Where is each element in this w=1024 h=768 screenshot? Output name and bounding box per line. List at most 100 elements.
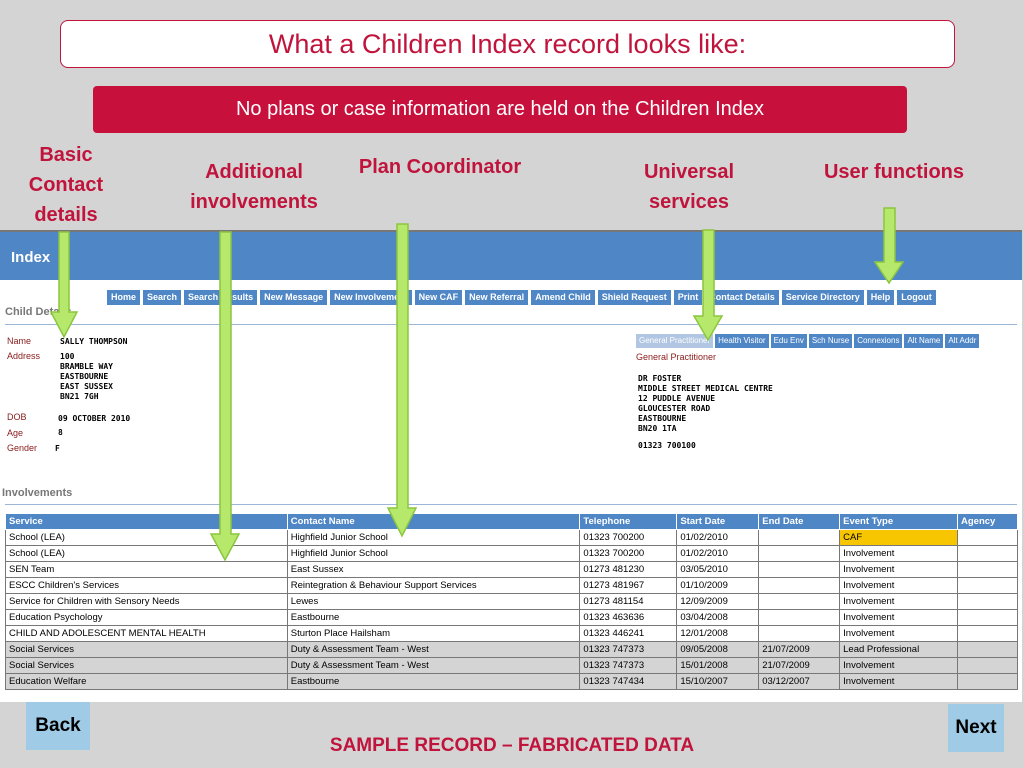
table-cell-contact: Eastbourne [286, 609, 581, 626]
divider [5, 324, 1017, 325]
table-cell-service: Social Services [5, 641, 288, 658]
table-cell-contact: Eastbourne [286, 673, 581, 690]
table-row[interactable]: Education Welfare Eastbourne 01323 747434 1… [5, 673, 1018, 690]
dob-value: 09 OCTOBER 2010 [58, 414, 131, 423]
tab-sch-nurse[interactable]: Sch Nurse [808, 334, 853, 348]
table-row[interactable]: Social Services Duty & Assessment Team - … [5, 657, 1018, 674]
toolbar-logout-button[interactable]: Logout [897, 290, 936, 305]
table-cell-end: 21/07/2009 [758, 641, 841, 658]
toolbar-search-button[interactable]: Search [143, 290, 182, 305]
table-cell-service: Service for Children with Sensory Needs [5, 593, 288, 610]
column-header: End Date [758, 513, 841, 530]
table-cell-agency [957, 593, 1018, 610]
table-row[interactable]: School (LEA) Highfield Junior School 01323… [5, 529, 1018, 546]
table-cell-phone: 01323 747373 [579, 657, 678, 674]
app-header: Index [0, 232, 1022, 280]
toolbar-service-directory-button[interactable]: Service Directory [781, 290, 864, 305]
footer-note: SAMPLE RECORD – FABRICATED DATA [329, 735, 695, 756]
universal-services-tabs: General Practitioner Health Visitor Edu … [636, 334, 980, 348]
toolbar-amend-child-button[interactable]: Amend Child [531, 290, 595, 305]
tab-health-visitor[interactable]: Health Visitor [715, 334, 769, 348]
table-row[interactable]: School (LEA) Highfield Junior School 01323… [5, 545, 1018, 562]
table-cell-service: School (LEA) [5, 529, 288, 546]
table-cell-service: Social Services [5, 657, 288, 674]
table-cell-end: 21/07/2009 [758, 657, 841, 674]
dob-label: DOB [7, 412, 27, 422]
toolbar: Home Search Search Results New Message N… [107, 290, 936, 305]
table-cell-start: 01/02/2010 [676, 529, 760, 546]
involvements-table: Service Contact Name Telephone Start Dat… [5, 513, 1018, 690]
table-cell-contact: Duty & Assessment Team - West [286, 657, 581, 674]
child-details-title: Child Details [5, 306, 72, 318]
table-cell-start: 12/01/2008 [676, 625, 760, 642]
toolbar-new-caf-button[interactable]: New CAF [414, 290, 463, 305]
toolbar-search-results-button[interactable]: Search Results [184, 290, 258, 305]
table-cell-end [758, 593, 841, 610]
table-cell-end [758, 545, 841, 562]
toolbar-print-button[interactable]: Print [673, 290, 703, 305]
table-cell-phone: 01273 481967 [579, 577, 678, 594]
tab-alt-addr[interactable]: Alt Addr [945, 334, 980, 348]
table-cell-phone: 01323 700200 [579, 545, 678, 562]
column-header: Contact Name [286, 513, 581, 530]
table-cell-start: 15/01/2008 [676, 657, 760, 674]
table-cell-end: 03/12/2007 [758, 673, 841, 690]
back-button[interactable]: Back [26, 702, 90, 750]
toolbar-new-referral-button[interactable]: New Referral [465, 290, 529, 305]
tab-alt-name[interactable]: Alt Name [904, 334, 944, 348]
toolbar-new-involvement-button[interactable]: New Involvement [330, 290, 412, 305]
table-cell-contact: Highfield Junior School [286, 529, 581, 546]
table-cell-contact: Highfield Junior School [286, 545, 581, 562]
involvements-title: Involvements [2, 487, 73, 499]
table-cell-event: Involvement [839, 561, 959, 578]
table-cell-start: 12/09/2009 [676, 593, 760, 610]
table-cell-start: 01/02/2010 [676, 545, 760, 562]
table-row[interactable]: Social Services Duty & Assessment Team - … [5, 641, 1018, 658]
toolbar-help-button[interactable]: Help [866, 290, 895, 305]
callout-line: details [34, 204, 98, 226]
toolbar-home-button[interactable]: Home [107, 290, 141, 305]
table-cell-start: 03/05/2010 [676, 561, 760, 578]
table-cell-agency [957, 529, 1018, 546]
table-cell-agency [957, 657, 1018, 674]
table-cell-contact: Sturton Place Hailsham [286, 625, 581, 642]
table-cell-event: Involvement [839, 593, 959, 610]
table-cell-event: Involvement [839, 577, 959, 594]
column-header: Event Type [839, 513, 959, 530]
callout-line: services [648, 191, 730, 213]
tab-edu-env[interactable]: Edu Env [770, 334, 807, 348]
table-cell-contact: East Sussex [286, 561, 581, 578]
table-cell-end [758, 529, 841, 546]
toolbar-contact-details-button[interactable]: Contact Details [705, 290, 779, 305]
table-cell-event: Involvement [839, 609, 959, 626]
toolbar-new-message-button[interactable]: New Message [260, 290, 328, 305]
table-cell-event: Involvement [839, 545, 959, 562]
tab-connexions[interactable]: Connexions [854, 334, 903, 348]
toolbar-shield-request-button[interactable]: Shield Request [597, 290, 671, 305]
table-cell-start: 01/10/2009 [676, 577, 760, 594]
table-cell-phone: 01323 463636 [579, 609, 678, 626]
table-cell-phone: 01323 747373 [579, 641, 678, 658]
column-header: Start Date [676, 513, 760, 530]
callout-plan-coordinator: Plan Coordinator [340, 152, 540, 182]
table-cell-phone: 01323 446241 [579, 625, 678, 642]
table-cell-phone: 01273 481154 [579, 593, 678, 610]
table-row[interactable]: ESCC Children's Services Reintegration & … [5, 577, 1018, 594]
slide-title: What a Children Index record looks like: [60, 20, 955, 68]
table-cell-service: Education Psychology [5, 609, 288, 626]
callout-line: Contact [28, 174, 104, 196]
table-row[interactable]: CHILD AND ADOLESCENT MENTAL HEALTH Sturto… [5, 625, 1018, 642]
age-value: 8 [58, 428, 63, 437]
tab-general-practitioner[interactable]: General Practitioner [636, 334, 714, 348]
table-row[interactable]: Education Psychology Eastbourne 01323 4636… [5, 609, 1018, 626]
table-cell-contact: Duty & Assessment Team - West [286, 641, 581, 658]
table-cell-agency [957, 609, 1018, 626]
next-button[interactable]: Next [948, 704, 1004, 752]
column-header: Telephone [579, 513, 678, 530]
callout-user-functions: User functions [806, 157, 982, 187]
callout-line: involvements [190, 191, 318, 213]
table-row[interactable]: SEN Team East Sussex 01273 481230 03/05/201… [5, 561, 1018, 578]
table-row[interactable]: Service for Children with Sensory Needs L… [5, 593, 1018, 610]
info-banner: No plans or case information are held on… [93, 86, 907, 133]
gp-title: General Practitioner [636, 352, 717, 362]
